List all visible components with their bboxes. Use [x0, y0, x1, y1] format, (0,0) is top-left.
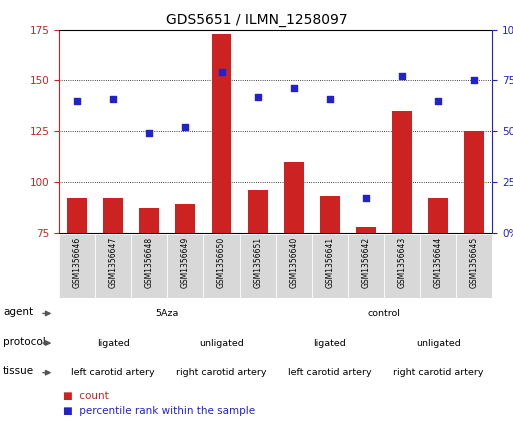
Text: right carotid artery: right carotid artery: [176, 368, 267, 377]
Point: [434, 97, 442, 104]
FancyBboxPatch shape: [131, 234, 167, 298]
Bar: [140, 208, 159, 233]
Point: [109, 95, 117, 102]
Point: [470, 77, 479, 84]
Bar: [67, 198, 87, 233]
Text: left carotid artery: left carotid artery: [288, 368, 372, 377]
Bar: [284, 162, 304, 233]
Text: GSM1356640: GSM1356640: [289, 237, 298, 288]
Text: GSM1356644: GSM1356644: [434, 237, 443, 288]
Text: GSM1356645: GSM1356645: [470, 237, 479, 288]
FancyBboxPatch shape: [457, 234, 492, 298]
FancyBboxPatch shape: [384, 234, 420, 298]
Bar: [464, 131, 484, 233]
Bar: [356, 227, 376, 233]
FancyBboxPatch shape: [167, 234, 204, 298]
Text: GSM1356648: GSM1356648: [145, 237, 154, 288]
Text: ligated: ligated: [97, 338, 130, 348]
Text: GSM1356641: GSM1356641: [325, 237, 334, 288]
Text: tissue: tissue: [3, 366, 34, 376]
FancyBboxPatch shape: [95, 234, 131, 298]
Point: [362, 195, 370, 201]
Bar: [320, 196, 340, 233]
Text: agent: agent: [3, 307, 33, 317]
FancyBboxPatch shape: [312, 234, 348, 298]
Text: GSM1356649: GSM1356649: [181, 237, 190, 288]
Point: [181, 124, 189, 130]
Bar: [392, 111, 412, 233]
Bar: [175, 204, 195, 233]
Text: GDS5651 / ILMN_1258097: GDS5651 / ILMN_1258097: [166, 13, 347, 27]
Point: [398, 73, 406, 80]
Text: GSM1356646: GSM1356646: [72, 237, 82, 288]
FancyBboxPatch shape: [275, 234, 312, 298]
Text: GSM1356647: GSM1356647: [109, 237, 117, 288]
Bar: [248, 190, 268, 233]
FancyBboxPatch shape: [59, 234, 95, 298]
Text: ■  percentile rank within the sample: ■ percentile rank within the sample: [63, 406, 255, 416]
Point: [218, 69, 226, 76]
Point: [253, 93, 262, 100]
Text: GSM1356650: GSM1356650: [217, 237, 226, 288]
Point: [145, 130, 153, 137]
Point: [326, 95, 334, 102]
Text: GSM1356642: GSM1356642: [362, 237, 370, 288]
Text: right carotid artery: right carotid artery: [393, 368, 484, 377]
Text: left carotid artery: left carotid artery: [71, 368, 155, 377]
Point: [73, 97, 81, 104]
FancyBboxPatch shape: [420, 234, 457, 298]
Bar: [212, 34, 231, 233]
Bar: [103, 198, 123, 233]
Text: protocol: protocol: [3, 337, 46, 346]
FancyBboxPatch shape: [204, 234, 240, 298]
Point: [290, 85, 298, 92]
Text: control: control: [368, 309, 401, 318]
Text: GSM1356643: GSM1356643: [398, 237, 407, 288]
FancyBboxPatch shape: [240, 234, 275, 298]
Bar: [428, 198, 448, 233]
Text: unligated: unligated: [199, 338, 244, 348]
Text: ligated: ligated: [313, 338, 346, 348]
Text: ■  count: ■ count: [63, 391, 109, 401]
Text: unligated: unligated: [416, 338, 461, 348]
FancyBboxPatch shape: [348, 234, 384, 298]
Text: GSM1356651: GSM1356651: [253, 237, 262, 288]
Text: 5Aza: 5Aza: [155, 309, 179, 318]
